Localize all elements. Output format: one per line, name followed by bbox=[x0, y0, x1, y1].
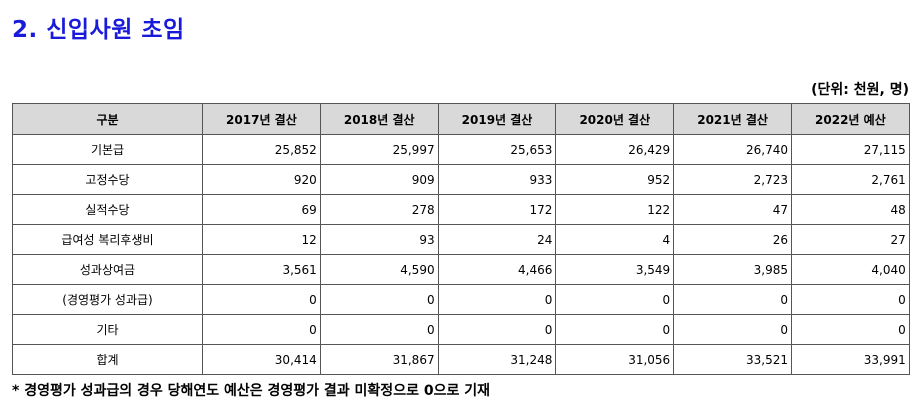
unit-label: (단위: 천원, 명) bbox=[811, 82, 909, 98]
table-row: 기본급 25,852 25,997 25,653 26,429 26,740 27,115 bbox=[12, 134, 910, 165]
header-row: 구분 2017년 결산 2018년 결산 2019년 결산 2020년 결산 2… bbox=[12, 103, 910, 135]
cell-value: 30,414 bbox=[202, 344, 321, 375]
cell-value: 909 bbox=[319, 164, 439, 195]
cell-value: 0 bbox=[202, 314, 321, 345]
cell-value: 31,056 bbox=[555, 344, 675, 375]
cell-value: 920 bbox=[202, 164, 321, 195]
page-title: 2. 신입사원 초임 bbox=[12, 17, 185, 43]
cell-value: 933 bbox=[437, 164, 557, 195]
cell-value: 952 bbox=[555, 164, 675, 195]
row-label: 성과상여금 bbox=[12, 254, 203, 285]
cell-value: 12 bbox=[202, 224, 321, 255]
cell-value: 2,723 bbox=[673, 164, 792, 195]
row-label: (경영평가 성과급) bbox=[12, 284, 203, 315]
cell-value: 0 bbox=[319, 314, 439, 345]
row-label: 합계 bbox=[12, 344, 203, 375]
cell-value: 0 bbox=[319, 284, 439, 315]
cell-value: 0 bbox=[673, 314, 792, 345]
cell-value: 0 bbox=[437, 314, 557, 345]
cell-value: 0 bbox=[555, 284, 675, 315]
row-label: 급여성 복리후생비 bbox=[12, 224, 203, 255]
header-category: 구분 bbox=[12, 103, 203, 135]
cell-value: 47 bbox=[673, 194, 792, 225]
row-label: 기타 bbox=[12, 314, 203, 345]
table-row: (경영평가 성과급) 0 0 0 0 0 0 bbox=[12, 284, 910, 315]
cell-value: 26 bbox=[673, 224, 792, 255]
cell-value: 3,561 bbox=[202, 254, 321, 285]
cell-value: 26,429 bbox=[555, 134, 675, 165]
cell-value: 27 bbox=[790, 224, 910, 255]
cell-value: 4,466 bbox=[437, 254, 557, 285]
cell-value: 3,549 bbox=[555, 254, 675, 285]
cell-value: 172 bbox=[437, 194, 557, 225]
cell-value: 48 bbox=[790, 194, 910, 225]
cell-value: 0 bbox=[437, 284, 557, 315]
cell-value: 278 bbox=[319, 194, 439, 225]
cell-value: 0 bbox=[790, 314, 910, 345]
cell-value: 4,040 bbox=[790, 254, 910, 285]
cell-value: 25,852 bbox=[202, 134, 321, 165]
header-2017: 2017년 결산 bbox=[202, 103, 321, 135]
header-2022: 2022년 예산 bbox=[790, 103, 910, 135]
cell-value: 31,867 bbox=[319, 344, 439, 375]
footnote: * 경영평가 성과급의 경우 당해연도 예산은 경영평가 결과 미확정으로 0으… bbox=[12, 383, 490, 399]
header-2020: 2020년 결산 bbox=[555, 103, 675, 135]
cell-value: 3,985 bbox=[673, 254, 792, 285]
salary-table: 구분 2017년 결산 2018년 결산 2019년 결산 2020년 결산 2… bbox=[12, 103, 910, 375]
header-2021: 2021년 결산 bbox=[673, 103, 792, 135]
cell-value: 27,115 bbox=[790, 134, 910, 165]
table-row: 고정수당 920 909 933 952 2,723 2,761 bbox=[12, 164, 910, 195]
cell-value: 0 bbox=[555, 314, 675, 345]
cell-value: 122 bbox=[555, 194, 675, 225]
table-row: 급여성 복리후생비 12 93 24 4 26 27 bbox=[12, 224, 910, 255]
table-row: 성과상여금 3,561 4,590 4,466 3,549 3,985 4,040 bbox=[12, 254, 910, 285]
header-2018: 2018년 결산 bbox=[319, 103, 439, 135]
cell-value: 31,248 bbox=[437, 344, 557, 375]
cell-value: 33,521 bbox=[673, 344, 792, 375]
cell-value: 0 bbox=[673, 284, 792, 315]
row-label: 고정수당 bbox=[12, 164, 203, 195]
table-row: 기타 0 0 0 0 0 0 bbox=[12, 314, 910, 345]
cell-value: 26,740 bbox=[673, 134, 792, 165]
cell-value: 69 bbox=[202, 194, 321, 225]
cell-value: 0 bbox=[202, 284, 321, 315]
row-label: 기본급 bbox=[12, 134, 203, 165]
cell-value: 33,991 bbox=[790, 344, 910, 375]
header-2019: 2019년 결산 bbox=[437, 103, 557, 135]
cell-value: 0 bbox=[790, 284, 910, 315]
cell-value: 93 bbox=[319, 224, 439, 255]
table-row: 실적수당 69 278 172 122 47 48 bbox=[12, 194, 910, 225]
cell-value: 25,997 bbox=[319, 134, 439, 165]
cell-value: 4 bbox=[555, 224, 675, 255]
cell-value: 25,653 bbox=[437, 134, 557, 165]
cell-value: 4,590 bbox=[319, 254, 439, 285]
row-label: 실적수당 bbox=[12, 194, 203, 225]
cell-value: 24 bbox=[437, 224, 557, 255]
cell-value: 2,761 bbox=[790, 164, 910, 195]
table-row: 합계 30,414 31,867 31,248 31,056 33,521 33,991 bbox=[12, 344, 910, 375]
